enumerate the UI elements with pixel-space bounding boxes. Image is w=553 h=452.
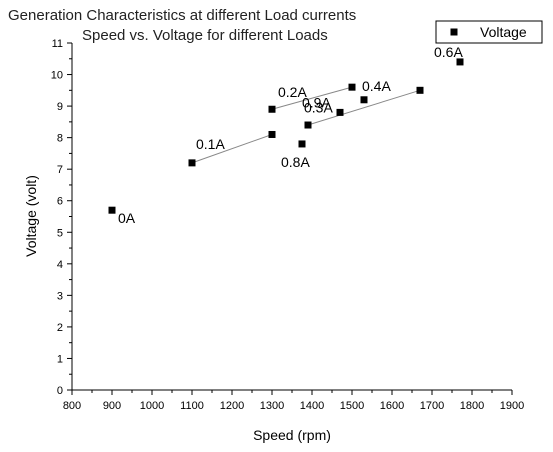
trend-line: [271, 86, 353, 110]
y-tick-label: 8: [57, 133, 63, 145]
x-tick-label: 900: [103, 400, 121, 412]
data-point: [456, 58, 464, 66]
y-tick-label: 3: [57, 290, 63, 302]
data-point: [188, 159, 196, 167]
data-point: [268, 130, 276, 138]
data-point: [304, 121, 312, 129]
y-tick-label: 11: [52, 38, 63, 50]
x-tick-label: 800: [63, 400, 81, 412]
x-tick-label: 1000: [140, 400, 164, 412]
data-label: 0.3A: [304, 99, 333, 115]
data-label: 0.4A: [362, 78, 391, 94]
legend-marker: [450, 28, 458, 36]
data-point: [416, 86, 424, 94]
plot-area: 800 900 1000 1100 1200 1300 1400 1500 1600 1700 18…: [51, 38, 524, 412]
y-axis-label: Voltage (volt): [23, 175, 39, 257]
data-label: 0.9A: [302, 94, 331, 110]
y-tick-label: 1: [57, 353, 63, 365]
legend: Voltage: [435, 20, 543, 44]
data-point: [360, 96, 368, 104]
y-tick-label: 0: [57, 385, 63, 397]
y-tick-label: 5: [57, 227, 63, 239]
x-tick-label: 1600: [380, 400, 404, 412]
x-tick-label: 1800: [460, 400, 484, 412]
data-label: 0.8A: [281, 154, 310, 170]
x-tick-label: 1300: [260, 400, 284, 412]
x-tick-label: 1700: [420, 400, 444, 412]
trend-line: [307, 89, 421, 126]
y-tick-label: 10: [51, 70, 63, 82]
trend-line: [191, 134, 273, 164]
data-point: [298, 140, 306, 148]
data-point: [108, 206, 116, 214]
data-label: 0A: [118, 210, 136, 226]
data-label: 0.6A: [434, 44, 463, 60]
y-tick-label: 4: [57, 259, 63, 271]
y-tick-label: 2: [57, 322, 63, 334]
legend-box: [435, 20, 543, 44]
data-label: 0.1A: [196, 136, 225, 152]
x-tick-label: 1900: [500, 400, 524, 412]
data-label: 0.2A: [278, 84, 307, 100]
data-point: [268, 105, 276, 113]
x-tick-label: 1200: [220, 400, 244, 412]
x-axis-label: Speed (rpm): [253, 427, 331, 443]
x-tick-label: 1400: [300, 400, 324, 412]
y-tick-label: 7: [57, 164, 63, 176]
data-point: [336, 108, 344, 116]
y-tick-label: 9: [57, 101, 63, 113]
chart-title: Generation Characteristics at different …: [8, 7, 356, 24]
x-tick-label: 1500: [340, 400, 364, 412]
legend-label: Voltage: [480, 24, 527, 40]
chart-subtitle: Speed vs. Voltage for different Loads: [82, 27, 328, 44]
x-tick-label: 1100: [180, 400, 204, 412]
y-tick-label: 6: [57, 196, 63, 208]
data-point: [348, 83, 356, 91]
